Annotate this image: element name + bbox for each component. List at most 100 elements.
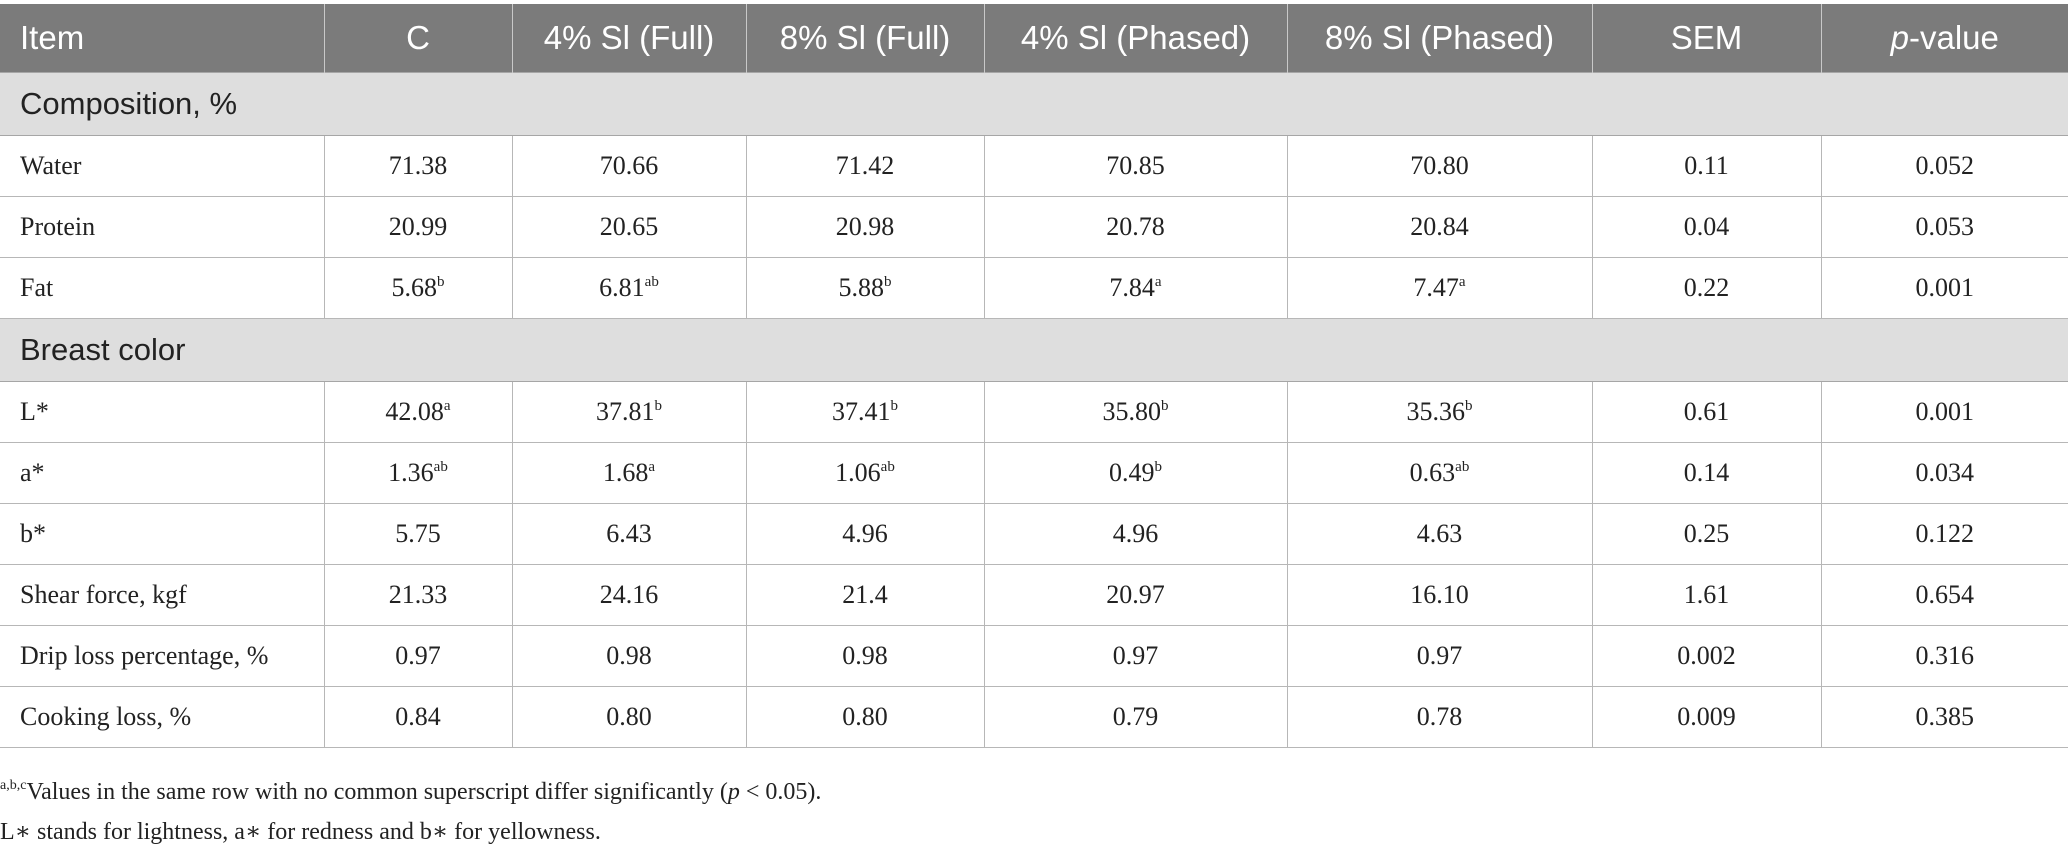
table-cell: 0.98 xyxy=(511,625,747,687)
table-cell: 0.034 xyxy=(1820,442,2068,504)
cell-value: 0.84 xyxy=(395,702,441,731)
cell-value: 0.14 xyxy=(1683,458,1730,487)
cell-value: 1.36 xyxy=(388,458,434,487)
significance-superscript: b xyxy=(1465,398,1473,414)
significance-superscript: a xyxy=(1154,274,1162,290)
cell-value: 0.80 xyxy=(606,702,652,731)
table-cell: 35.36b xyxy=(1286,381,1593,443)
row-label: Cooking loss, % xyxy=(0,686,325,748)
column-header-8-sl-phased: 8% Sl (Phased) xyxy=(1287,4,1593,73)
cell-value: 0.63 xyxy=(1409,458,1456,487)
table-cell: 0.97 xyxy=(1286,625,1593,687)
cell-value: 42.08 xyxy=(385,397,444,426)
p-italic: p xyxy=(1890,19,1909,56)
table-cell: 71.42 xyxy=(745,135,985,197)
footnote-p-italic: p xyxy=(727,779,740,805)
table-cell: 5.75 xyxy=(323,503,513,565)
row-label: Fat xyxy=(0,257,325,319)
table-cell: 4.96 xyxy=(745,503,985,565)
cell-value: 16.10 xyxy=(1410,580,1469,609)
table-cell: 1.61 xyxy=(1591,564,1822,626)
cell-value: 20.65 xyxy=(599,212,659,241)
cell-value: 0.001 xyxy=(1915,397,1975,426)
table-cell: 0.04 xyxy=(1591,196,1822,258)
table-cell: 21.4 xyxy=(745,564,985,626)
cell-value: 0.97 xyxy=(1112,641,1159,670)
significance-superscript: b xyxy=(1154,459,1163,475)
row-label: Water xyxy=(0,135,325,197)
cell-value: 0.79 xyxy=(1112,702,1159,731)
table-cell: 70.66 xyxy=(511,135,747,197)
table-cell: 35.80b xyxy=(983,381,1288,443)
table-cell: 0.11 xyxy=(1591,135,1822,197)
table-cell: 0.22 xyxy=(1591,257,1822,319)
table-cell: 70.85 xyxy=(983,135,1288,197)
cell-value: 1.61 xyxy=(1683,580,1730,609)
table-cell: 37.81b xyxy=(511,381,747,443)
cell-value: 0.97 xyxy=(395,641,441,670)
table-cell: 16.10 xyxy=(1286,564,1593,626)
table-cell: 0.49b xyxy=(983,442,1288,504)
cell-value: 6.43 xyxy=(606,519,652,548)
table-cell: 0.63ab xyxy=(1286,442,1593,504)
cell-value: 24.16 xyxy=(599,580,659,609)
footnote-significance: a,b,cValues in the same row with no comm… xyxy=(0,772,2068,812)
results-table: Item C 4% Sl (Full) 8% Sl (Full) 4% Sl (… xyxy=(0,4,2068,748)
cell-value: 0.98 xyxy=(606,641,652,670)
cell-value: 70.66 xyxy=(599,151,659,180)
table-cell: 0.78 xyxy=(1286,686,1593,748)
section-title: Composition, % xyxy=(0,72,2068,136)
table-cell: 7.47a xyxy=(1286,257,1593,319)
header-row: Item C 4% Sl (Full) 8% Sl (Full) 4% Sl (… xyxy=(0,4,2068,73)
cell-value: 5.88 xyxy=(838,273,885,302)
table-cell: 5.88b xyxy=(745,257,985,319)
cell-value: 20.84 xyxy=(1410,212,1469,241)
column-header-4-sl-phased: 4% Sl (Phased) xyxy=(984,4,1288,73)
table-cell: 0.80 xyxy=(745,686,985,748)
cell-value: 0.001 xyxy=(1915,273,1975,302)
column-header-sem: SEM xyxy=(1592,4,1822,73)
footnote-superscript: a,b,c xyxy=(0,778,27,793)
cell-value: 21.4 xyxy=(842,580,888,609)
cell-value: 70.80 xyxy=(1410,151,1469,180)
section-title: Breast color xyxy=(0,318,2068,382)
table-cell: 1.06ab xyxy=(745,442,985,504)
cell-value: 5.68 xyxy=(391,273,438,302)
cell-value: 0.04 xyxy=(1683,212,1730,241)
table-row: Protein 20.99 20.65 20.98 20.78 20.84 0.04 0.05… xyxy=(0,196,2068,258)
cell-value: 4.96 xyxy=(1112,519,1159,548)
table-cell: 71.38 xyxy=(323,135,513,197)
cell-value: 0.98 xyxy=(842,641,888,670)
cell-value: 7.47 xyxy=(1413,273,1459,302)
cell-value: 0.78 xyxy=(1416,702,1463,731)
cell-value: 21.33 xyxy=(388,580,448,609)
row-label: Protein xyxy=(0,196,325,258)
cell-value: 0.009 xyxy=(1677,702,1736,731)
table-cell: 20.98 xyxy=(745,196,985,258)
cell-value: 0.49 xyxy=(1109,458,1155,487)
table-cell: 0.61 xyxy=(1591,381,1822,443)
table-cell: 0.002 xyxy=(1591,625,1822,687)
table-cell: 21.33 xyxy=(323,564,513,626)
cell-value: 71.38 xyxy=(388,151,448,180)
table-cell: 0.80 xyxy=(511,686,747,748)
cell-value: 4.63 xyxy=(1416,519,1463,548)
row-label: b* xyxy=(0,503,325,565)
table-cell: 20.99 xyxy=(323,196,513,258)
table-cell: 1.68a xyxy=(511,442,747,504)
footnote-text-b: < 0.05). xyxy=(739,779,822,805)
row-label: Drip loss percentage, % xyxy=(0,625,325,687)
table-cell: 5.68b xyxy=(323,257,513,319)
column-header-8-sl-full: 8% Sl (Full) xyxy=(746,4,985,73)
cell-value: 0.11 xyxy=(1684,151,1729,180)
table-cell: 42.08a xyxy=(323,381,513,443)
table-cell: 20.78 xyxy=(983,196,1288,258)
cell-value: 1.68 xyxy=(602,458,649,487)
table-cell: 0.052 xyxy=(1820,135,2068,197)
cell-value: 0.97 xyxy=(1416,641,1463,670)
footnotes: a,b,cValues in the same row with no comm… xyxy=(0,772,2068,852)
cell-value: 1.06 xyxy=(835,458,881,487)
column-header-4-sl-full: 4% Sl (Full) xyxy=(512,4,747,73)
cell-value: 7.84 xyxy=(1109,273,1155,302)
cell-value: 0.25 xyxy=(1683,519,1730,548)
